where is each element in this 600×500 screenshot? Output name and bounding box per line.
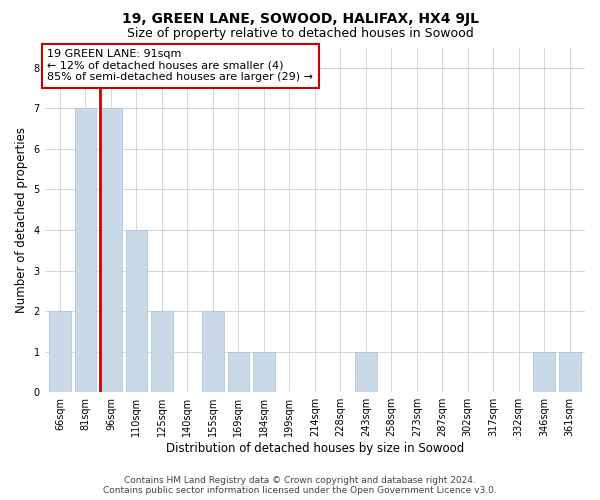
Text: 19 GREEN LANE: 91sqm
← 12% of detached houses are smaller (4)
85% of semi-detach: 19 GREEN LANE: 91sqm ← 12% of detached h… bbox=[47, 49, 313, 82]
Text: Contains HM Land Registry data © Crown copyright and database right 2024.
Contai: Contains HM Land Registry data © Crown c… bbox=[103, 476, 497, 495]
X-axis label: Distribution of detached houses by size in Sowood: Distribution of detached houses by size … bbox=[166, 442, 464, 455]
Bar bbox=[533, 352, 555, 392]
Text: Size of property relative to detached houses in Sowood: Size of property relative to detached ho… bbox=[127, 28, 473, 40]
Bar bbox=[151, 311, 173, 392]
Bar bbox=[100, 108, 122, 392]
Bar bbox=[49, 311, 71, 392]
Text: 19, GREEN LANE, SOWOOD, HALIFAX, HX4 9JL: 19, GREEN LANE, SOWOOD, HALIFAX, HX4 9JL bbox=[121, 12, 479, 26]
Bar bbox=[227, 352, 249, 392]
Bar bbox=[253, 352, 275, 392]
Bar bbox=[125, 230, 147, 392]
Bar bbox=[74, 108, 96, 392]
Bar bbox=[355, 352, 377, 392]
Bar bbox=[202, 311, 224, 392]
Y-axis label: Number of detached properties: Number of detached properties bbox=[15, 127, 28, 313]
Bar bbox=[559, 352, 581, 392]
